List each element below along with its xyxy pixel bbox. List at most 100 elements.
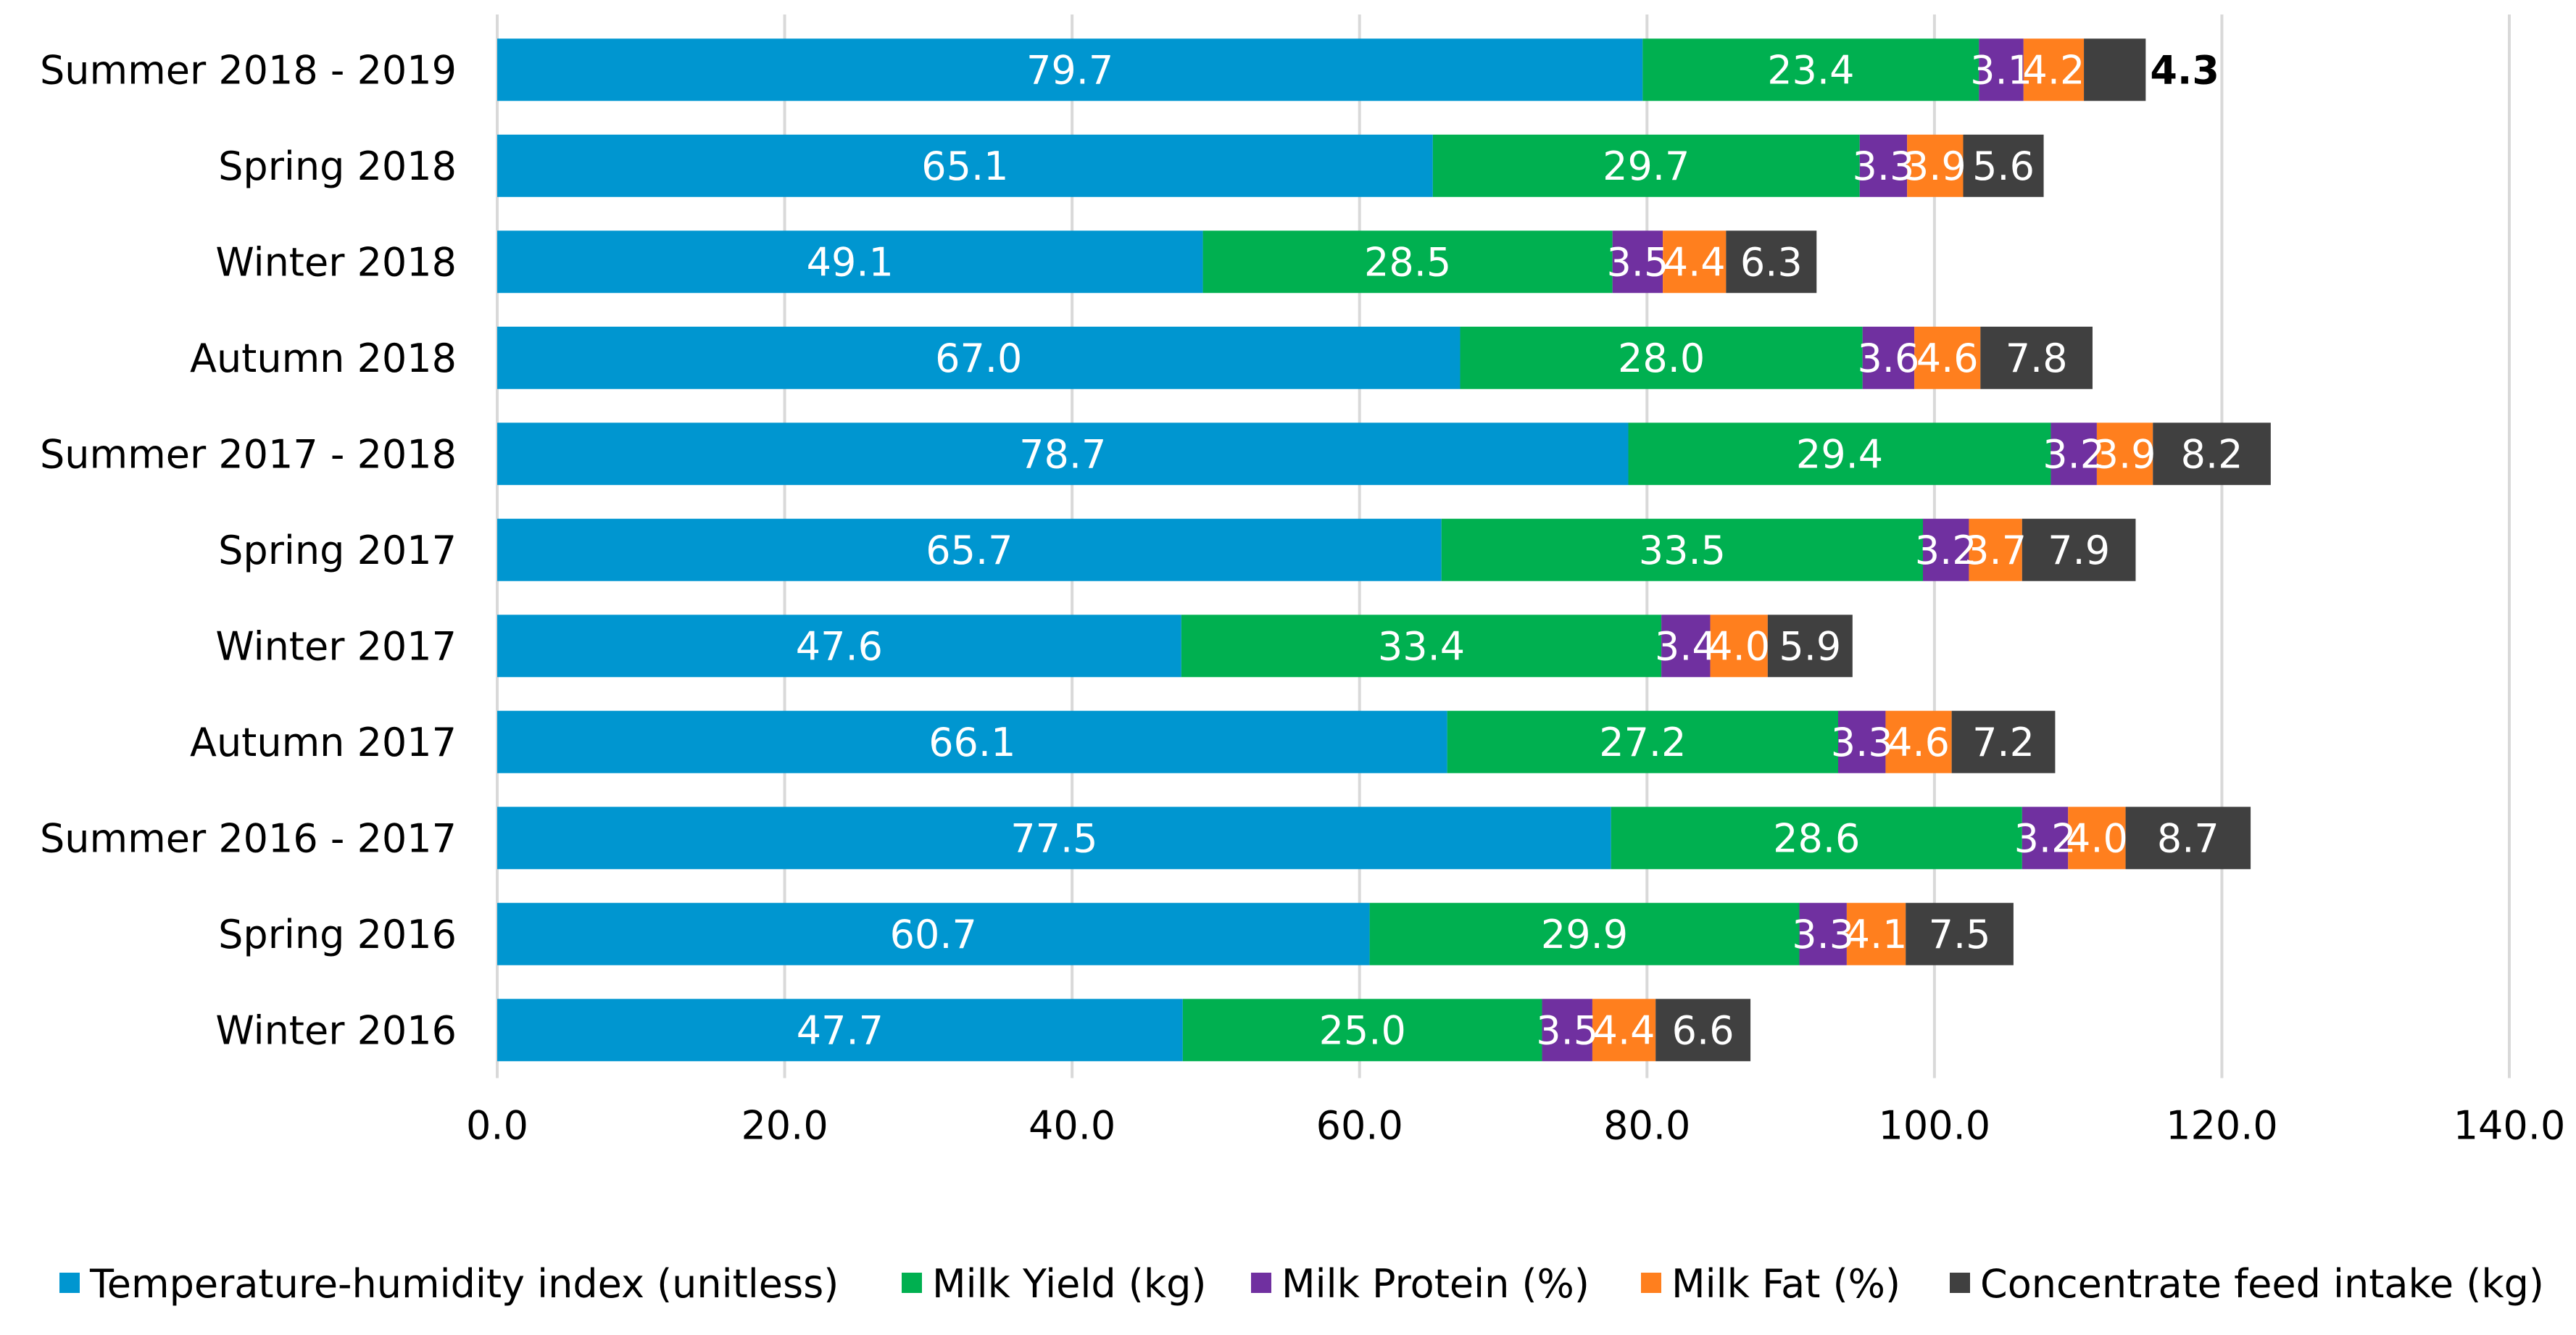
data-label: 78.7 [1019, 431, 1106, 477]
bar-segment [1969, 518, 2022, 581]
data-label: 6.6 [1672, 1007, 1734, 1053]
x-tick-label: 0.0 [466, 1103, 528, 1149]
bar-segment [1611, 807, 2022, 870]
bar-segment [1460, 326, 1863, 389]
data-label: 3.5 [1606, 239, 1669, 285]
bar-segment [2125, 807, 2251, 870]
legend-label: Temperature-humidity index (unitless) [89, 1261, 839, 1307]
data-label: 3.3 [1831, 720, 1893, 765]
bar-segment [497, 902, 1370, 965]
bar-segment [1710, 615, 1768, 678]
bar-segment [497, 423, 1629, 486]
data-label: 4.6 [1916, 336, 1979, 381]
bar-segment [1655, 999, 1751, 1062]
bar-segment [497, 807, 1611, 870]
bar-segment [1979, 38, 2024, 101]
category-label: Spring 2017 [218, 528, 457, 573]
data-label: 67.0 [935, 336, 1022, 381]
bar-segment [1907, 134, 1964, 197]
data-label: 3.5 [1536, 1007, 1598, 1053]
data-label: 28.5 [1364, 239, 1451, 285]
x-tick-label: 80.0 [1603, 1103, 1690, 1149]
category-label: Summer 2017 - 2018 [40, 431, 457, 477]
bars-layer [497, 38, 2271, 1062]
legend-swatch [1641, 1273, 1661, 1293]
bar-segment [2096, 423, 2153, 486]
bar-segment [1799, 902, 1847, 965]
category-label: Spring 2018 [218, 144, 457, 189]
bar-segment [1181, 615, 1662, 678]
bar-segment [1447, 710, 1839, 773]
data-label: 4.0 [1708, 623, 1770, 669]
category-label: Summer 2016 - 2017 [40, 815, 457, 861]
bar-segment [1859, 134, 1908, 197]
bar-segment [497, 710, 1447, 773]
category-label: Winter 2018 [215, 239, 457, 285]
bar-segment [1922, 518, 1969, 581]
data-label: 28.0 [1618, 336, 1705, 381]
bar-segment [1441, 518, 1923, 581]
bar-segment [1846, 902, 1906, 965]
data-label: 29.7 [1603, 144, 1690, 189]
bar-segment [497, 326, 1461, 389]
category-label: Autumn 2017 [190, 720, 457, 765]
bar-segment [1612, 230, 1663, 294]
data-label: 65.7 [926, 528, 1013, 573]
bar-segment [497, 518, 1442, 581]
data-label: 7.8 [2006, 336, 2068, 381]
data-label: 3.9 [2094, 431, 2156, 477]
legend-label: Milk Yield (kg) [932, 1261, 1206, 1307]
data-label: 3.7 [1964, 528, 2027, 573]
bar-segment [1914, 326, 1981, 389]
bar-segment [1885, 710, 1952, 773]
bar-segment [1838, 710, 1886, 773]
data-label: 29.4 [1796, 431, 1883, 477]
category-label: Autumn 2018 [190, 336, 457, 381]
data-label: 4.4 [1593, 1007, 1655, 1053]
x-tick-label: 60.0 [1316, 1103, 1403, 1149]
data-label: 3.9 [1904, 144, 1966, 189]
bar-segment [1202, 230, 1613, 294]
data-label: 7.2 [1972, 720, 2035, 765]
data-label: 3.3 [1853, 144, 1915, 189]
x-tick-label: 120.0 [2166, 1103, 2278, 1149]
bar-segment [2153, 423, 2271, 486]
data-label: 4.1 [1845, 912, 1908, 957]
x-tick-label: 20.0 [741, 1103, 828, 1149]
data-label: 4.2 [2022, 47, 2085, 93]
legend-swatch [1950, 1273, 1970, 1293]
data-label: 47.6 [796, 623, 883, 669]
data-label: 27.2 [1599, 720, 1686, 765]
data-label: 7.5 [1929, 912, 1991, 957]
data-label: 33.4 [1378, 623, 1465, 669]
data-label: 29.9 [1541, 912, 1628, 957]
data-label: 47.7 [797, 1007, 884, 1053]
data-label: 3.2 [1915, 528, 1977, 573]
bar-segment [1862, 326, 1915, 389]
x-tick-label: 40.0 [1029, 1103, 1115, 1149]
legend-label: Concentrate feed intake (kg) [1980, 1261, 2544, 1307]
legend-swatch [1251, 1273, 1271, 1293]
data-label: 23.4 [1767, 47, 1854, 93]
bar-segment [497, 615, 1181, 678]
x-axis-ticks: 0.0 20.0 40.0 60.0 80.0 100.0 120.0 140.0 [466, 1103, 2565, 1149]
legend-label: Milk Protein (%) [1281, 1261, 1590, 1307]
category-label: Spring 2016 [218, 912, 457, 957]
bar-segment [2023, 38, 2085, 101]
legend-swatch [59, 1273, 80, 1293]
bar-segment [497, 230, 1203, 294]
legend-swatch [902, 1273, 922, 1293]
data-label: 3.3 [1792, 912, 1854, 957]
data-label: 3.4 [1655, 623, 1717, 669]
bar-segment [1182, 999, 1542, 1062]
bar-segment [1726, 230, 1817, 294]
data-label: 28.6 [1773, 815, 1860, 861]
bar-labels-layer: 79.7 23.4 3.14.2 4.365.1 29.7 3.33.9 5.649.1 28… [796, 47, 2243, 1053]
bar-segment [2022, 518, 2136, 581]
data-label: 6.3 [1740, 239, 1803, 285]
category-label: Summer 2018 - 2019 [40, 47, 457, 93]
data-label: 4.6 [1887, 720, 1950, 765]
bar-segment [1642, 38, 1979, 101]
data-label: 4.4 [1663, 239, 1726, 285]
data-label: 33.5 [1639, 528, 1726, 573]
